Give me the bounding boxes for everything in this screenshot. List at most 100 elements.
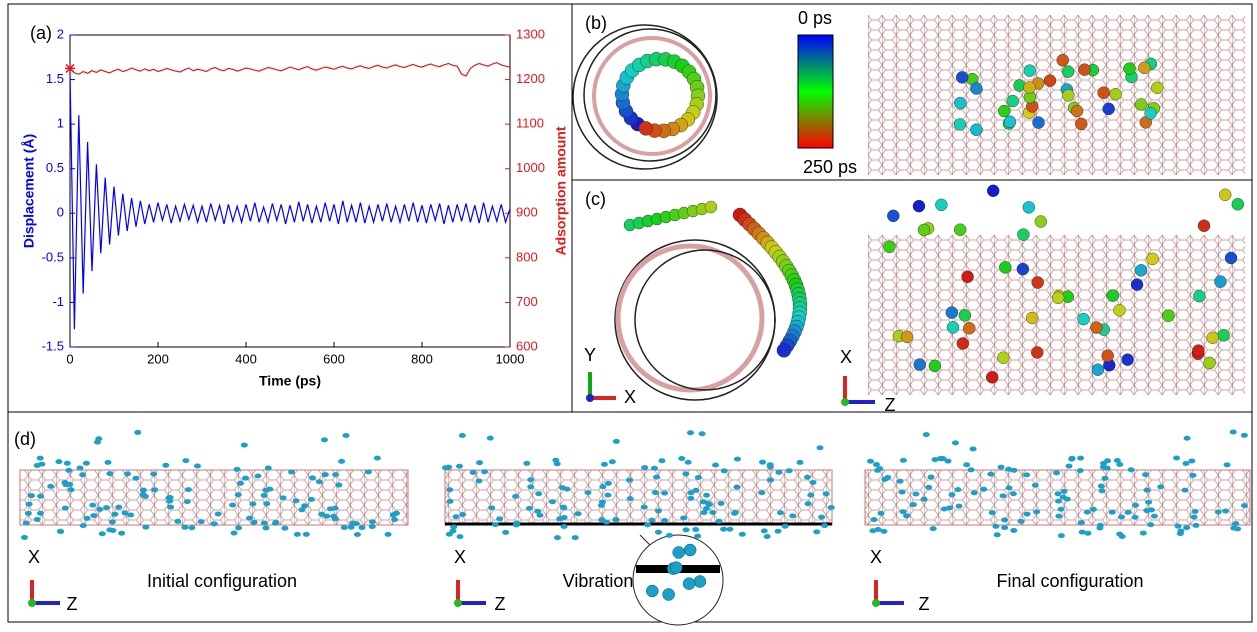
molecule — [922, 432, 930, 438]
molecule — [700, 510, 708, 516]
molecule — [969, 446, 977, 452]
series-line — [69, 70, 511, 330]
molecule — [61, 505, 69, 511]
molecule — [1078, 529, 1086, 535]
molecule — [1005, 485, 1013, 491]
molecule — [712, 462, 720, 468]
axis-letter: X — [624, 387, 636, 407]
molecule — [1077, 312, 1090, 326]
x-tick-label: 0 — [66, 351, 73, 366]
molecule — [1109, 88, 1122, 101]
molecule — [548, 499, 556, 505]
molecule — [717, 500, 725, 506]
molecule — [665, 532, 673, 538]
molecule — [866, 458, 874, 464]
molecule — [1139, 530, 1147, 536]
molecule — [776, 343, 792, 358]
molecule — [132, 475, 140, 481]
molecule — [999, 261, 1012, 274]
molecule — [709, 510, 717, 516]
molecule — [535, 491, 543, 497]
molecule — [692, 527, 700, 533]
molecule — [1240, 503, 1248, 509]
molecule — [612, 517, 620, 523]
molecule — [21, 534, 29, 540]
colorbar-label: 0 ps — [798, 8, 832, 28]
molecule — [184, 487, 192, 493]
molecule — [1017, 228, 1030, 241]
molecule — [491, 522, 499, 528]
molecule — [693, 575, 707, 588]
molecule — [1025, 311, 1039, 325]
molecule — [292, 498, 300, 504]
molecule — [574, 511, 582, 517]
molecule — [692, 487, 700, 493]
molecule — [807, 492, 815, 498]
molecule — [1116, 461, 1124, 467]
molecule — [340, 525, 348, 531]
molecule — [342, 432, 350, 438]
molecule — [67, 487, 75, 493]
molecule — [733, 456, 741, 462]
molecule — [556, 516, 564, 522]
molecule — [1106, 289, 1119, 302]
molecule — [680, 515, 688, 521]
molecule — [970, 490, 978, 496]
molecule — [874, 527, 882, 533]
molecule — [641, 465, 649, 471]
molecule — [625, 477, 633, 483]
molecule — [1188, 458, 1196, 464]
molecule — [1117, 514, 1125, 520]
panel-label: (d) — [14, 429, 36, 449]
molecule — [781, 523, 789, 529]
molecule — [818, 514, 826, 520]
molecule — [1068, 456, 1076, 462]
molecule — [96, 506, 104, 512]
y2-tick-label: 1300 — [516, 26, 545, 41]
molecule — [1135, 98, 1148, 111]
molecule — [272, 520, 280, 526]
molecule — [672, 546, 685, 559]
molecule — [82, 460, 90, 466]
molecule — [953, 223, 967, 236]
molecule — [446, 487, 454, 493]
molecule — [260, 520, 268, 526]
molecule — [684, 459, 692, 465]
molecule — [1182, 461, 1190, 467]
molecule — [1232, 521, 1240, 527]
molecule — [1147, 507, 1155, 513]
molecule — [33, 462, 41, 468]
molecule — [1023, 64, 1036, 77]
molecule — [599, 484, 607, 490]
molecule — [1102, 102, 1115, 116]
molecule — [111, 511, 119, 517]
y2-tick-label: 800 — [516, 249, 538, 264]
molecule — [948, 492, 956, 498]
molecule — [1022, 201, 1036, 214]
molecule — [1016, 262, 1030, 276]
molecule — [33, 516, 41, 522]
molecule — [373, 455, 381, 461]
molecule — [1192, 522, 1200, 528]
molecule — [935, 198, 948, 212]
molecule — [1070, 104, 1084, 118]
molecule — [63, 460, 71, 466]
molecule — [1192, 344, 1205, 357]
molecule — [1143, 487, 1151, 493]
molecule — [909, 502, 917, 508]
molecule — [79, 523, 87, 529]
molecule — [1031, 346, 1044, 359]
molecule — [899, 509, 907, 515]
molecule — [1183, 435, 1191, 441]
molecule — [230, 530, 238, 536]
molecule — [661, 490, 669, 496]
molecule — [731, 510, 739, 516]
molecule — [900, 330, 914, 344]
molecule — [368, 519, 376, 525]
molecule — [809, 480, 817, 486]
molecule — [523, 460, 531, 466]
molecule — [241, 475, 249, 481]
y2-tick-label: 600 — [516, 338, 538, 353]
y-axis-label: Displacement (Å) — [21, 134, 37, 248]
molecule — [182, 458, 190, 464]
